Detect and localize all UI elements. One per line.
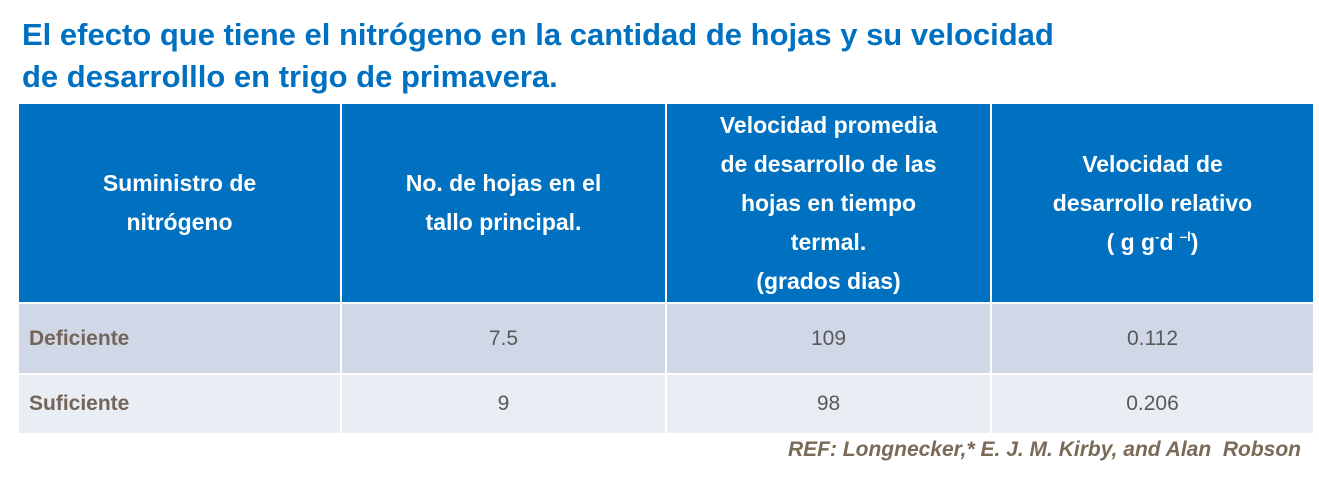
data-table: Suministro de nitrógeno No. de hojas en …: [17, 102, 1315, 435]
header-line: termal.: [790, 228, 867, 255]
unit-text: ( g g: [1106, 228, 1156, 255]
cell: 9: [340, 373, 667, 435]
header-line: (grados dias): [756, 267, 901, 294]
header-line: de desarrollo de las: [720, 150, 937, 177]
unit-text: ): [1190, 228, 1199, 255]
cell: 98: [665, 373, 992, 435]
table-row: Deficiente 7.5 109 0.112: [17, 302, 1315, 375]
header-line: desarrollo relativo: [1052, 189, 1253, 216]
reference: REF: Longnecker,* E. J. M. Kirby, and Al…: [787, 438, 1301, 461]
title-line: El efecto que tiene el nitrógeno en la c…: [22, 17, 1054, 52]
header-line: nitrógeno: [126, 209, 233, 235]
header-cell: No. de hojas en el tallo principal.: [340, 102, 667, 304]
cell: 0.206: [990, 373, 1315, 435]
row-label: Deficiente: [17, 302, 342, 375]
unit-text: d: [1159, 228, 1180, 255]
header-cell: Suministro de nitrógeno: [17, 102, 342, 304]
cell: 7.5: [340, 302, 667, 375]
header-cell: Velocidad de desarrollo relativo ( g g-d…: [990, 102, 1315, 304]
cell: 0.112: [990, 302, 1315, 375]
header-cell: Velocidad promedia de desarrollo de las …: [665, 102, 992, 304]
header-unit: ( g g-d –l): [992, 223, 1313, 262]
unit-sup: –l: [1179, 228, 1191, 244]
title-line: de desarrolllo en trigo de primavera.: [22, 59, 558, 94]
row-label: Suficiente: [17, 373, 342, 435]
header-line: Suministro de: [102, 170, 257, 196]
header-line: No. de hojas en el: [405, 170, 602, 196]
header-line: tallo principal.: [425, 209, 582, 235]
header-line: Velocidad promedia: [719, 111, 938, 138]
title: El efecto que tiene el nitrógeno en la c…: [22, 14, 1054, 98]
header-row: Suministro de nitrógeno No. de hojas en …: [17, 102, 1315, 304]
header-line: Velocidad de: [1082, 150, 1223, 177]
header-line: hojas en tiempo: [740, 189, 917, 216]
table-row: Suficiente 9 98 0.206: [17, 373, 1315, 435]
cell: 109: [665, 302, 992, 375]
unit-sup: -: [1155, 228, 1160, 244]
